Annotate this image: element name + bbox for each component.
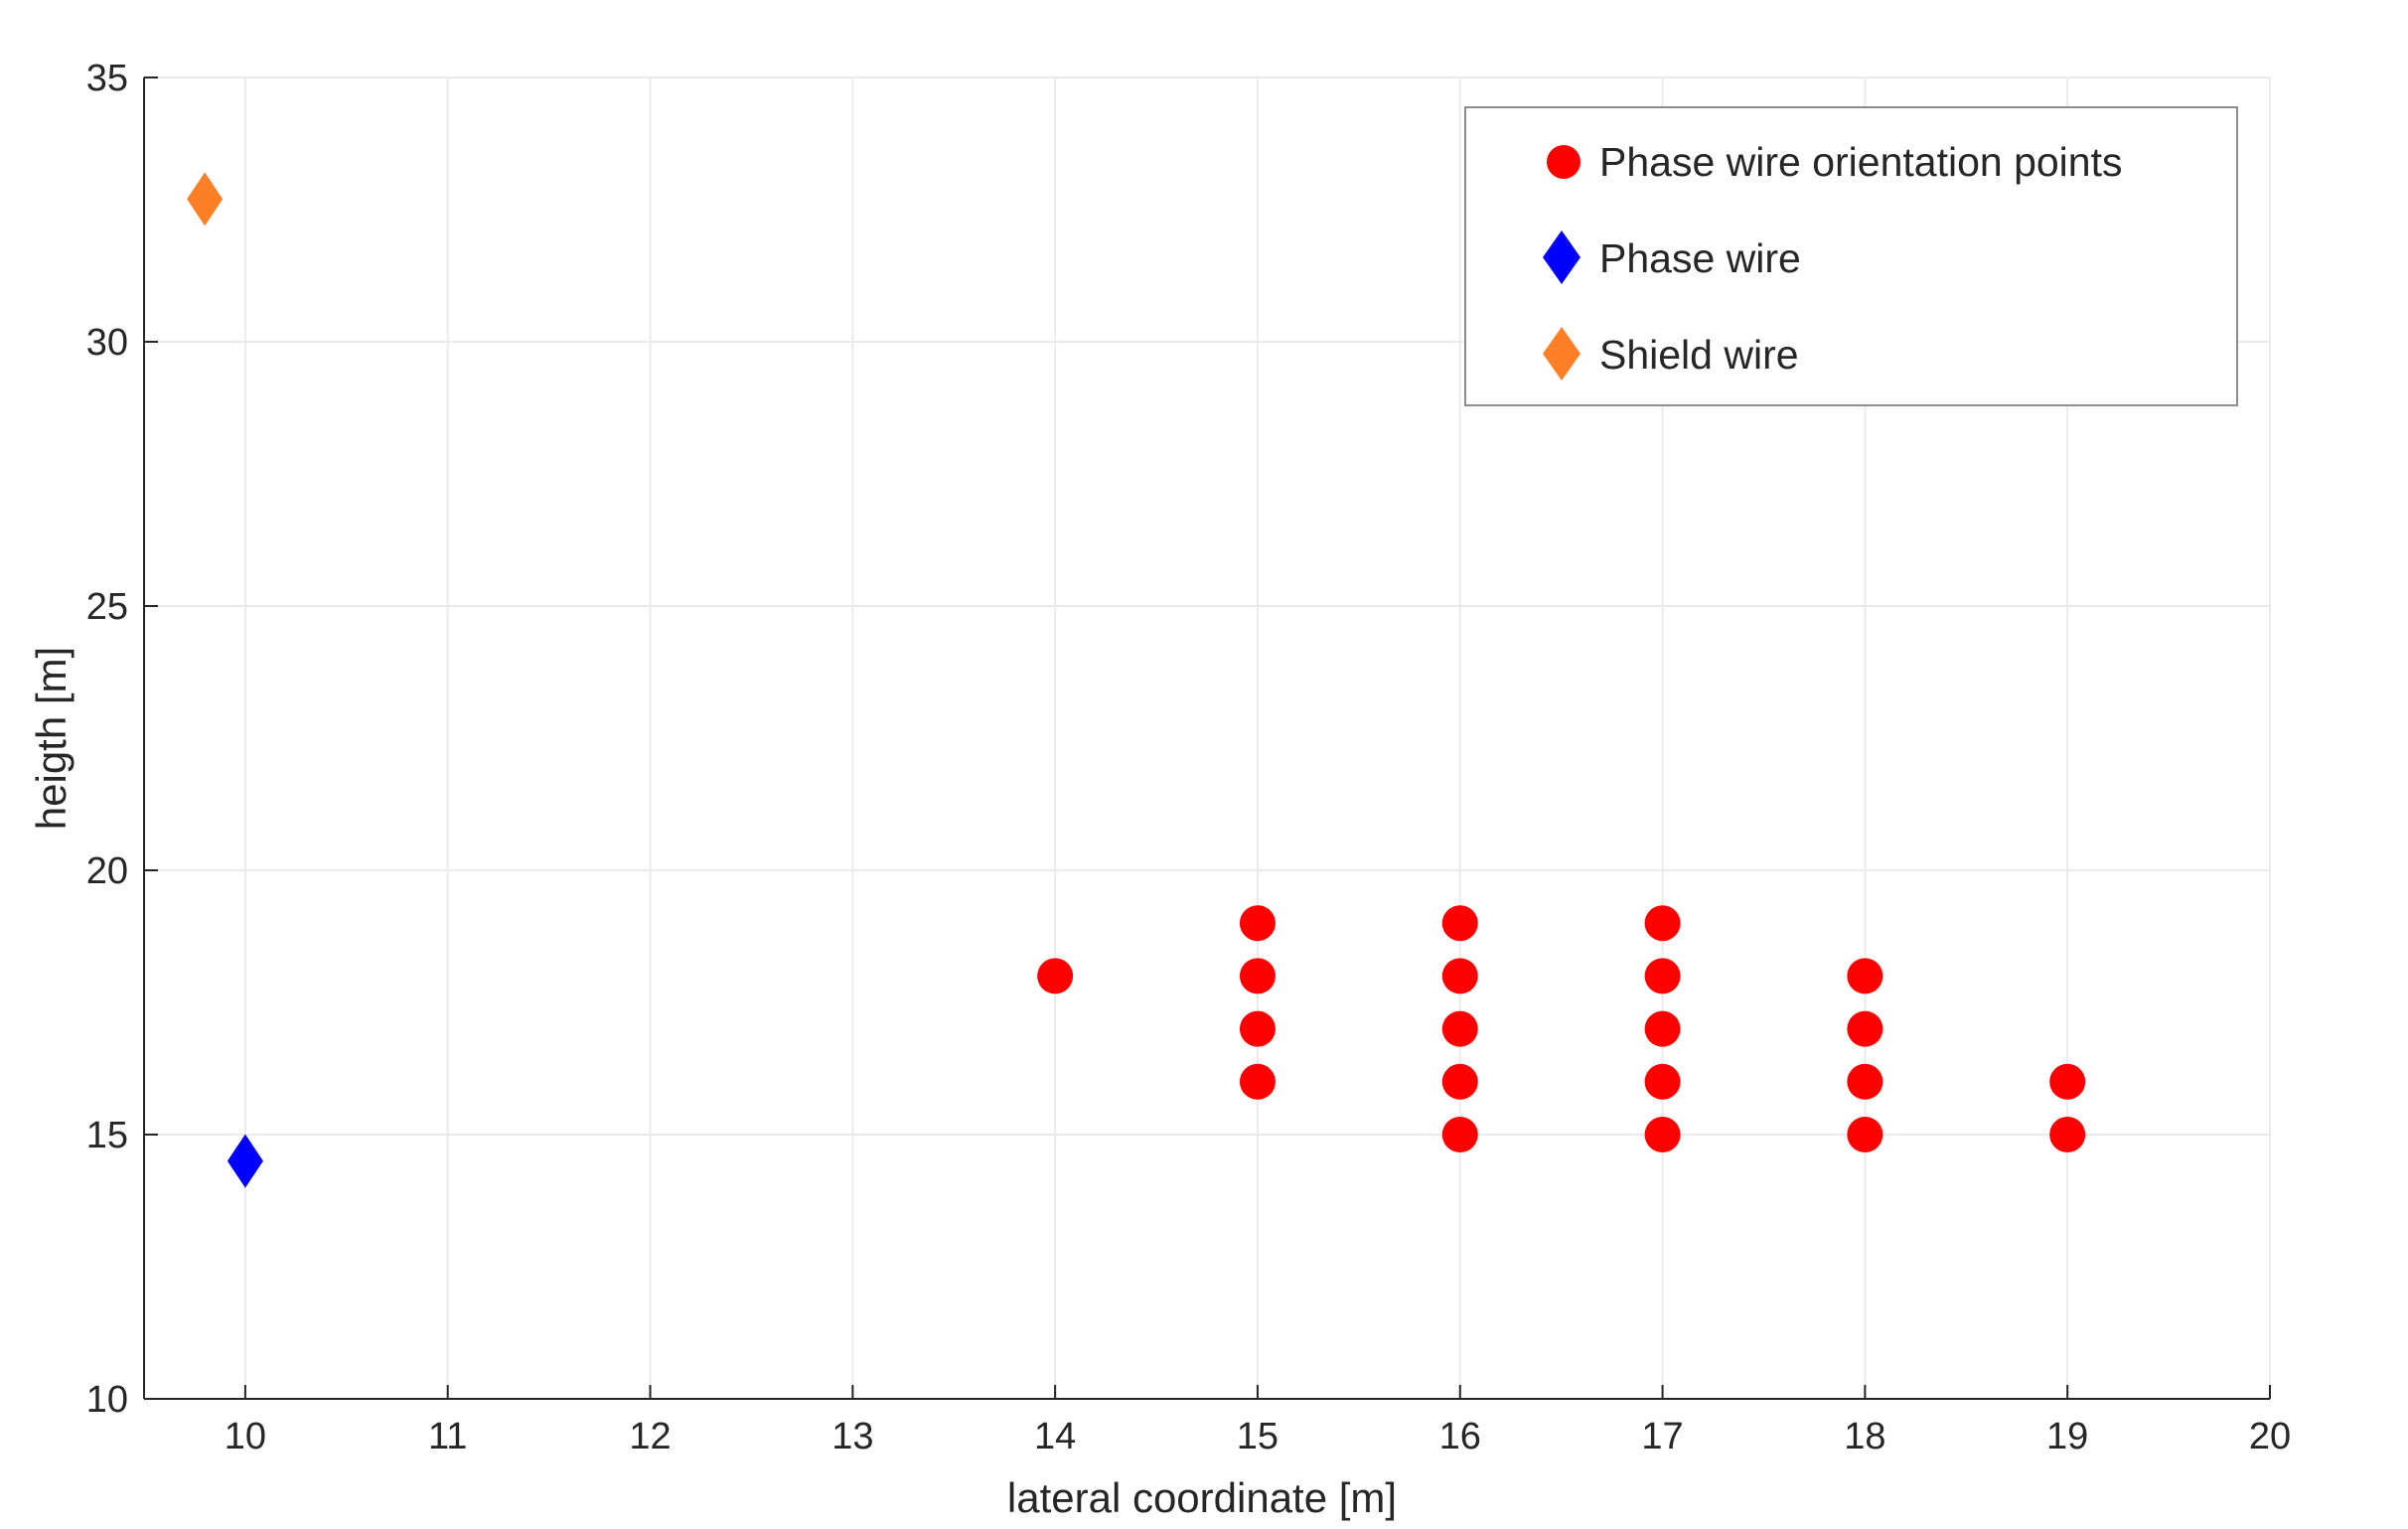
orientation-point — [1239, 1063, 1276, 1100]
x-tick-label: 13 — [831, 1416, 873, 1457]
tick-labels: 10 11 12 13 14 15 16 17 18 19 20 10 15 20 25 30 35 — [86, 58, 2291, 1457]
legend-circle-marker — [1547, 145, 1580, 179]
x-tick-label: 19 — [2046, 1416, 2088, 1457]
orientation-point — [1239, 958, 1276, 994]
orientation-point — [1847, 1117, 1883, 1152]
y-tick-label: 25 — [86, 586, 128, 628]
orientation-point — [1847, 958, 1883, 994]
x-tick-label: 18 — [1844, 1416, 1885, 1457]
orientation-point — [1239, 905, 1276, 942]
x-tick-label: 11 — [428, 1416, 467, 1457]
x-tick-label: 16 — [1439, 1416, 1481, 1457]
orientation-point — [1441, 1063, 1478, 1100]
orientation-point — [1847, 1063, 1883, 1100]
orientation-point — [1239, 1010, 1276, 1047]
legend: Phase wire orientation points Phase wire… — [1464, 106, 2238, 406]
orientation-point — [1441, 1010, 1478, 1047]
orientation-point — [1441, 905, 1478, 942]
data-points — [187, 172, 2086, 1188]
y-tick-label: 10 — [86, 1379, 128, 1421]
y-tick-label: 20 — [86, 850, 128, 892]
legend-blue-diamond-marker — [1543, 230, 1580, 284]
y-tick-label: 15 — [86, 1115, 128, 1156]
y-tick-label: 30 — [86, 322, 128, 364]
orientation-point — [1644, 958, 1681, 994]
legend-orange-diamond-marker — [1543, 327, 1580, 381]
orientation-point — [1037, 958, 1074, 994]
orientation-point — [1644, 1010, 1681, 1047]
legend-label-phase-wire: Phase wire — [1599, 235, 1801, 281]
orientation-point — [2049, 1117, 2086, 1152]
orientation-point — [2049, 1063, 2086, 1100]
orientation-point — [1644, 905, 1681, 942]
x-tick-label: 14 — [1034, 1416, 1076, 1457]
orientation-point — [1644, 1117, 1681, 1152]
legend-label-shield-wire: Shield wire — [1599, 332, 1799, 378]
legend-box — [1464, 106, 2238, 406]
orientation-point — [1847, 1010, 1883, 1047]
x-tick-label: 12 — [629, 1416, 671, 1457]
phase-wire-point — [226, 1134, 263, 1188]
x-tick-label: 20 — [2249, 1416, 2291, 1457]
x-tick-label: 10 — [225, 1416, 266, 1457]
x-axis-title: lateral coordinate [m] — [1007, 1474, 1397, 1521]
orientation-point — [1441, 958, 1478, 994]
y-axis-title: heigth [m] — [28, 647, 75, 830]
shield-wire-point — [187, 172, 224, 227]
x-tick-label: 17 — [1641, 1416, 1683, 1457]
orientation-point — [1644, 1063, 1681, 1100]
legend-label-orientation-points: Phase wire orientation points — [1599, 139, 2122, 185]
y-tick-label: 35 — [86, 58, 128, 99]
orientation-point — [1441, 1117, 1478, 1152]
axes — [143, 76, 2271, 1400]
x-tick-label: 15 — [1237, 1416, 1279, 1457]
